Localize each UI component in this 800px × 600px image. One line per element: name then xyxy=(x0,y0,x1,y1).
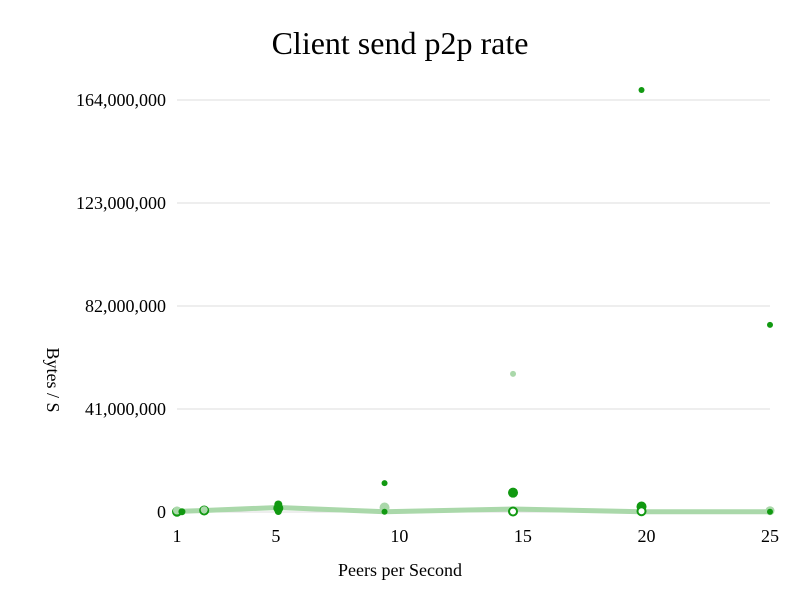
x-axis-label: Peers per Second xyxy=(338,560,462,580)
x-tick-label: 10 xyxy=(390,526,408,546)
data-point xyxy=(508,506,519,517)
data-point xyxy=(638,86,645,93)
y-tick-label: 82,000,000 xyxy=(85,296,166,316)
chart-title: Client send p2p rate xyxy=(272,25,529,61)
data-point xyxy=(508,487,519,498)
data-point xyxy=(274,507,282,515)
y-tick-label: 41,000,000 xyxy=(85,399,166,419)
y-axis-ticks: 0 41,000,000 82,000,000 123,000,000 164,000,… xyxy=(76,90,166,522)
data-point xyxy=(381,508,388,515)
x-tick-label: 1 xyxy=(173,526,182,546)
y-tick-label: 164,000,000 xyxy=(76,90,166,110)
data-points-layer xyxy=(172,86,775,517)
data-point xyxy=(200,506,208,514)
data-point xyxy=(636,506,647,517)
gridlines xyxy=(177,99,770,513)
x-axis-ticks: 1 5 10 15 20 25 xyxy=(173,526,780,546)
trend-line xyxy=(174,504,773,515)
data-point xyxy=(767,321,773,328)
data-point xyxy=(178,508,186,516)
x-tick-label: 15 xyxy=(514,526,532,546)
x-tick-label: 25 xyxy=(761,526,779,546)
y-tick-label: 0 xyxy=(157,502,166,522)
y-tick-label: 123,000,000 xyxy=(76,193,166,213)
x-tick-label: 20 xyxy=(637,526,655,546)
x-tick-label: 5 xyxy=(271,526,280,546)
data-point xyxy=(379,502,390,513)
data-point xyxy=(510,370,517,377)
trend-line-layer xyxy=(174,504,773,515)
y-axis-label: Bytes / S xyxy=(43,347,63,412)
data-point xyxy=(381,480,388,487)
data-point xyxy=(767,508,773,515)
